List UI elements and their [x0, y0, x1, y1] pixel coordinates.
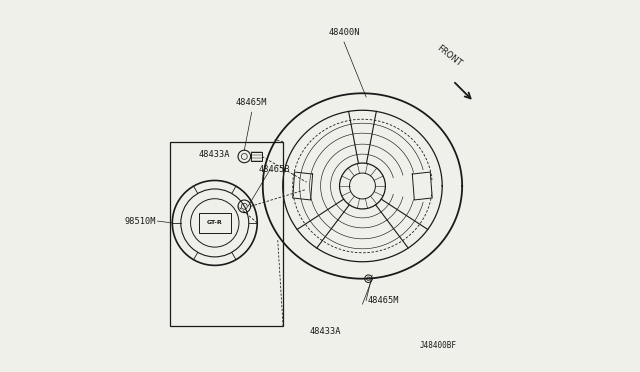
Text: J48400BF: J48400BF [420, 341, 456, 350]
Text: GT-R: GT-R [207, 221, 223, 225]
Text: FRONT: FRONT [435, 43, 463, 68]
Text: 48433A: 48433A [199, 150, 230, 159]
Text: 48400N: 48400N [328, 28, 360, 37]
Text: 48433A: 48433A [310, 327, 341, 336]
Text: 48465B: 48465B [258, 165, 289, 174]
Text: 98510M: 98510M [124, 217, 156, 225]
Bar [198, 213, 231, 233]
Text: 48465M: 48465M [236, 99, 268, 108]
Bar [251, 152, 262, 161]
Bar [170, 142, 283, 326]
Text: 48465M: 48465M [368, 296, 399, 305]
